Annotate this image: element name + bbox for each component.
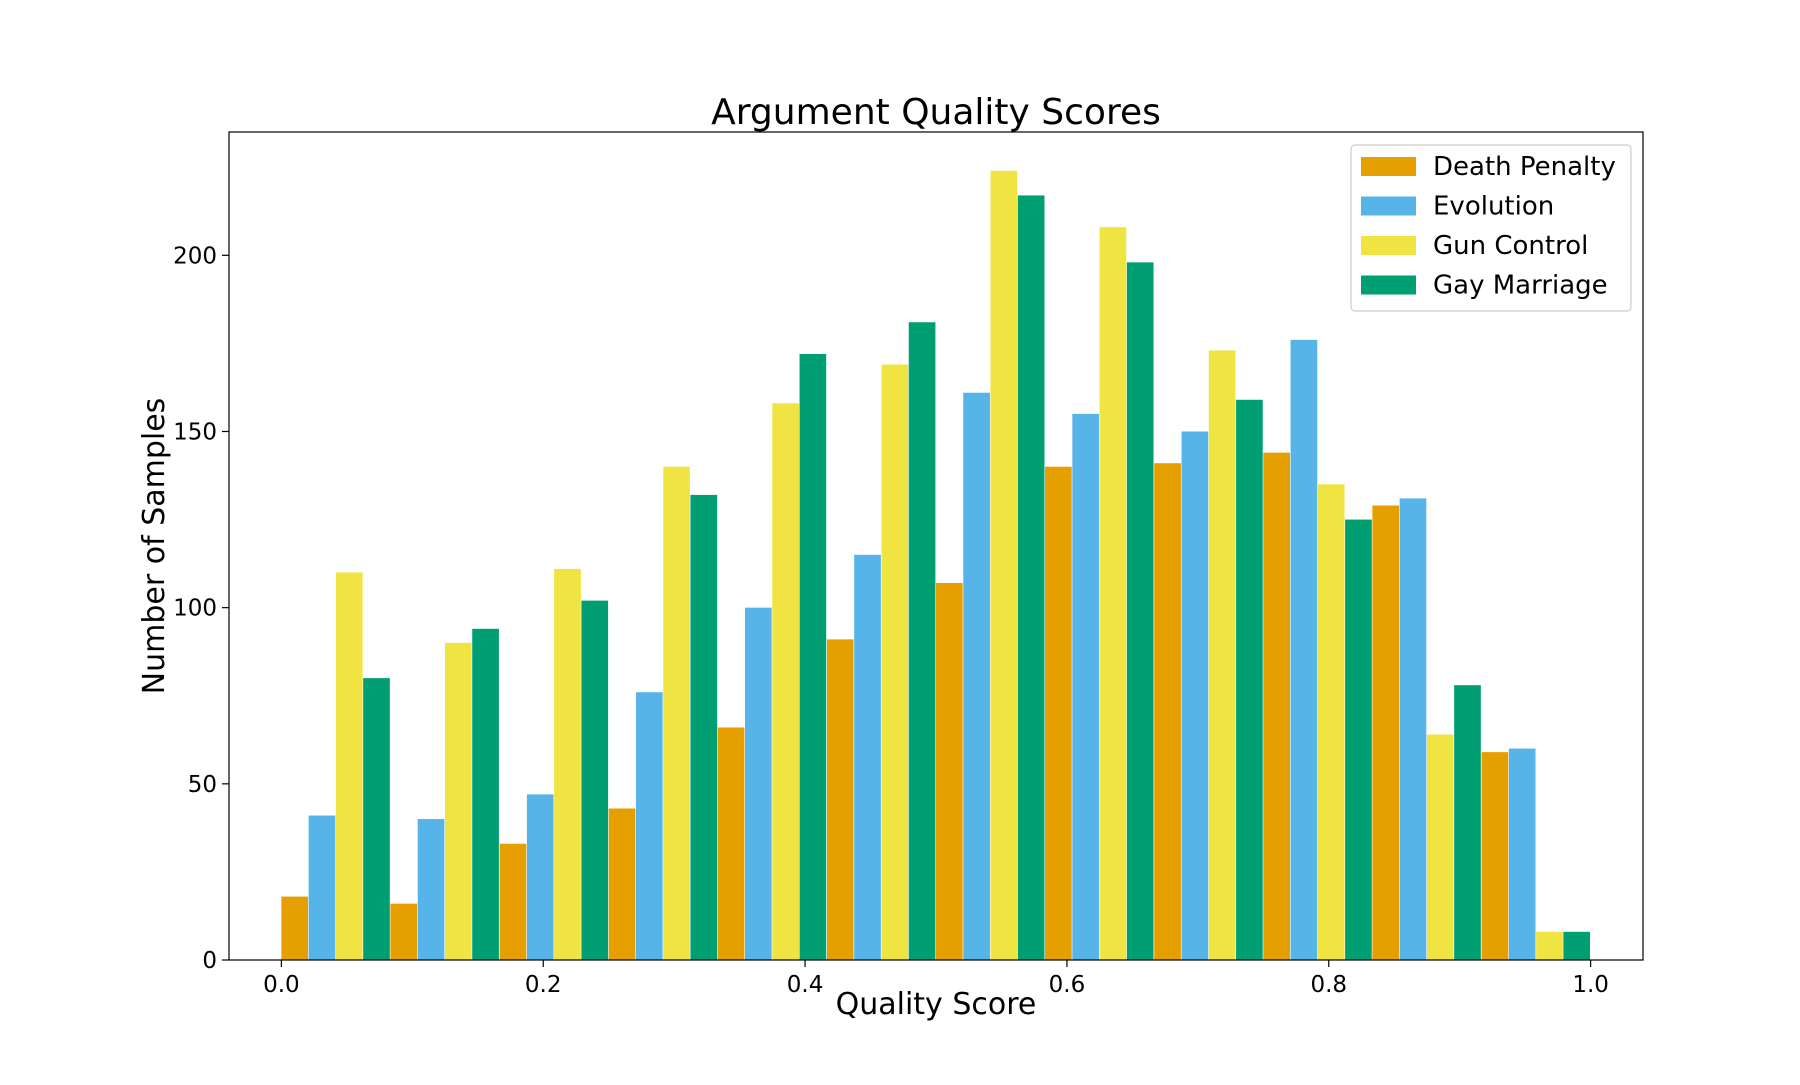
y-tick-label: 200 xyxy=(173,243,217,269)
legend-swatch xyxy=(1361,157,1416,176)
bar-gun-control-9 xyxy=(1317,484,1345,960)
bar-death-penalty-7 xyxy=(1045,466,1072,960)
bar-evolution-8 xyxy=(1181,431,1209,960)
bar-gay-marriage-7 xyxy=(1126,262,1154,960)
legend-swatch xyxy=(1361,196,1416,216)
bar-evolution-9 xyxy=(1290,339,1318,960)
bar-gay-marriage-3 xyxy=(690,494,718,960)
chart-title: Argument Quality Scores xyxy=(711,92,1161,133)
bar-evolution-10 xyxy=(1399,498,1427,960)
bar-gay-marriage-9 xyxy=(1345,519,1372,960)
bar-gun-control-0 xyxy=(335,572,363,960)
bar-gun-control-1 xyxy=(444,642,472,960)
bar-death-penalty-9 xyxy=(1263,452,1290,960)
x-tick-label: 0.0 xyxy=(263,972,300,998)
ticks-layer: 0.0 0.2 0.4 0.6 0.8 1.0 0 50 100 150 200 xyxy=(173,243,1609,998)
bar-evolution-7 xyxy=(1072,413,1099,960)
bar-evolution-0 xyxy=(308,815,336,960)
legend-label: Gay Marriage xyxy=(1433,271,1608,301)
bar-evolution-6 xyxy=(963,392,990,961)
bar-evolution-3 xyxy=(635,692,663,960)
bar-evolution-2 xyxy=(526,794,554,960)
bar-death-penalty-8 xyxy=(1154,463,1181,960)
bar-evolution-5 xyxy=(854,554,881,960)
legend-label: Gun Control xyxy=(1433,231,1588,261)
bar-gun-control-8 xyxy=(1208,350,1236,960)
y-tick-label: 0 xyxy=(202,948,217,974)
bar-evolution-11 xyxy=(1508,748,1536,960)
bar-gay-marriage-8 xyxy=(1236,399,1263,960)
bars-layer xyxy=(281,170,1591,961)
x-axis-label: Quality Score xyxy=(836,987,1037,1022)
bar-evolution-4 xyxy=(745,607,772,960)
bar-death-penalty-4 xyxy=(717,727,745,960)
bar-death-penalty-0 xyxy=(281,896,309,960)
bar-death-penalty-5 xyxy=(826,639,854,960)
bar-gay-marriage-11 xyxy=(1563,931,1591,960)
x-tick-label: 0.6 xyxy=(1049,972,1086,998)
bar-gun-control-2 xyxy=(554,568,581,960)
bar-gun-control-4 xyxy=(772,403,799,960)
bar-death-penalty-10 xyxy=(1372,505,1400,960)
bar-gun-control-7 xyxy=(1099,227,1127,960)
y-tick-label: 50 xyxy=(188,772,217,798)
x-tick-label: 0.2 xyxy=(525,972,562,998)
bar-death-penalty-2 xyxy=(499,843,527,960)
bar-death-penalty-1 xyxy=(390,903,418,960)
y-tick-label: 150 xyxy=(173,419,217,445)
x-tick-label: 0.8 xyxy=(1310,972,1347,998)
plot-frame xyxy=(228,131,1644,961)
bar-gun-control-5 xyxy=(881,364,909,960)
bar-death-penalty-3 xyxy=(608,808,636,960)
bar-gun-control-3 xyxy=(663,466,690,960)
bar-death-penalty-11 xyxy=(1481,752,1509,960)
bar-gun-control-11 xyxy=(1536,931,1563,960)
bar-gay-marriage-5 xyxy=(908,322,936,960)
legend-box xyxy=(1350,144,1632,312)
legend-label: Death Penalty xyxy=(1433,152,1616,182)
bar-gun-control-6 xyxy=(990,170,1018,960)
bar-gay-marriage-4 xyxy=(799,353,827,961)
bar-gay-marriage-2 xyxy=(581,600,609,960)
bar-gay-marriage-10 xyxy=(1454,685,1481,960)
y-tick-label: 100 xyxy=(173,596,217,622)
x-tick-label: 0.4 xyxy=(787,972,824,998)
bar-gay-marriage-0 xyxy=(363,678,390,960)
bar-gay-marriage-6 xyxy=(1017,195,1045,961)
x-tick-label: 1.0 xyxy=(1572,972,1609,998)
bar-gay-marriage-1 xyxy=(472,628,499,960)
bar-death-penalty-6 xyxy=(936,583,963,960)
legend: Death Penalty Evolution Gun Control Gay Mar… xyxy=(1350,144,1632,312)
bar-gun-control-10 xyxy=(1426,734,1454,960)
y-axis-label: Number of Samples xyxy=(137,398,172,695)
bar-evolution-1 xyxy=(417,819,445,960)
legend-label: Evolution xyxy=(1433,192,1554,222)
legend-swatch xyxy=(1361,275,1416,295)
legend-swatch xyxy=(1361,236,1416,255)
